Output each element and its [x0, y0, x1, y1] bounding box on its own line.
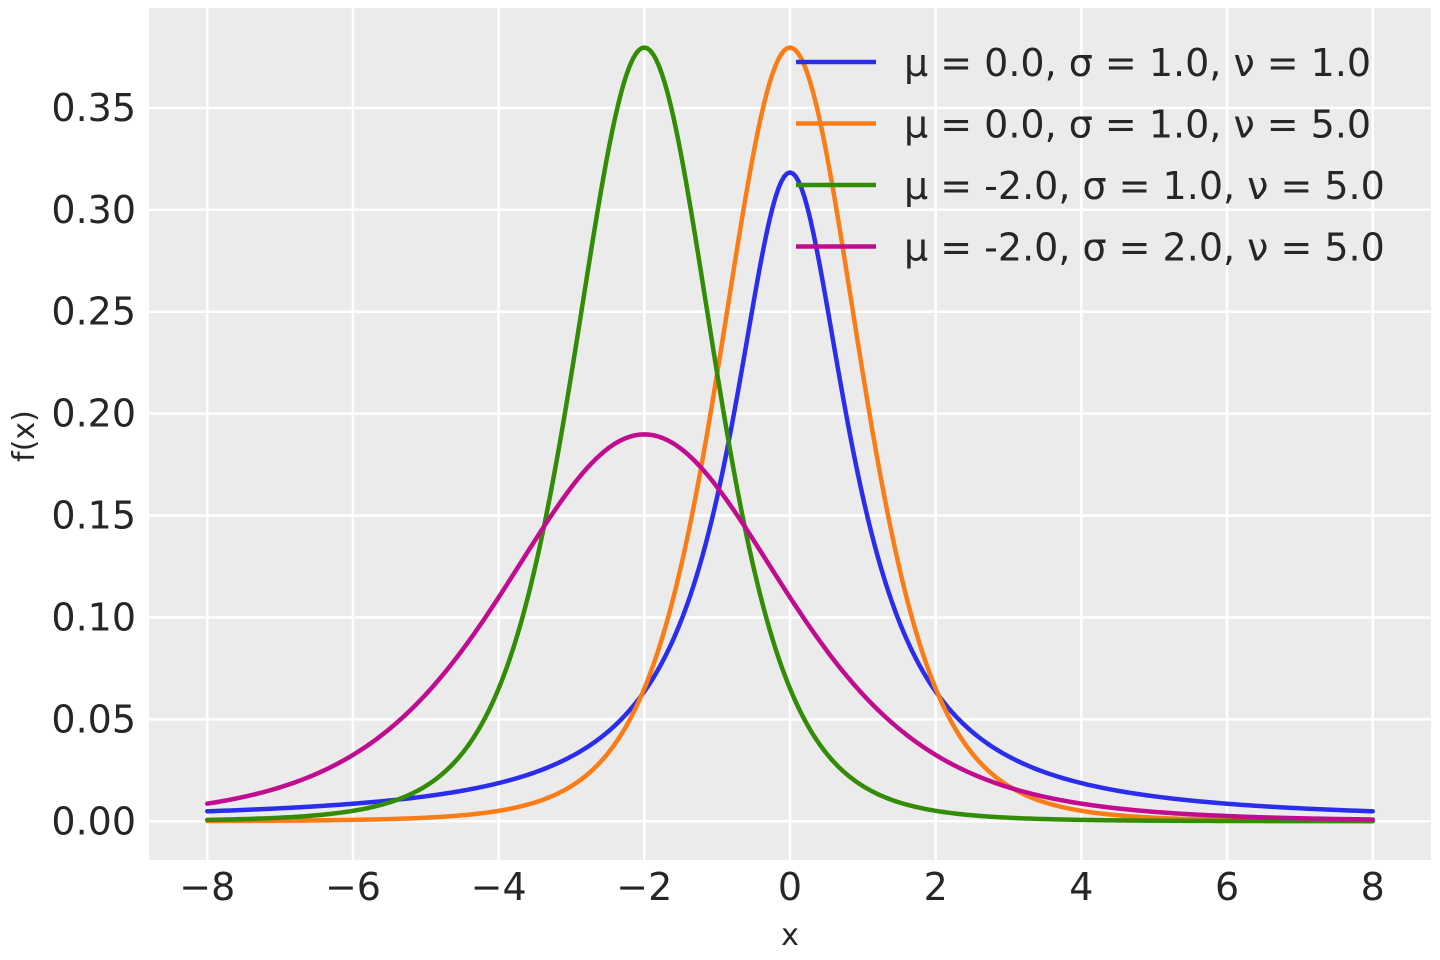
x-tick-label: −8 — [179, 865, 235, 909]
x-tick-label: −2 — [616, 865, 672, 909]
y-tick-label: 0.00 — [51, 799, 136, 843]
x-tick-label: 8 — [1361, 865, 1385, 909]
legend-label: μ = 0.0, σ = 1.0, ν = 5.0 — [904, 103, 1371, 147]
y-tick-label: 0.25 — [51, 290, 136, 334]
y-tick-label: 0.30 — [51, 188, 136, 232]
series-line-3 — [205, 45, 1375, 824]
x-tick-label: 6 — [1215, 865, 1239, 909]
series-lines — [205, 45, 1375, 824]
x-tick-label: 2 — [924, 865, 948, 909]
y-tick-label: 0.20 — [51, 392, 136, 436]
x-tick-label: 4 — [1069, 865, 1093, 909]
legend-label: μ = 0.0, σ = 1.0, ν = 1.0 — [904, 41, 1371, 85]
y-axis-ticks: 0.00 0.05 0.10 0.15 0.20 0.25 0.30 0.35 — [51, 86, 136, 843]
legend-label: μ = -2.0, σ = 1.0, ν = 5.0 — [904, 164, 1385, 208]
y-tick-label: 0.35 — [51, 86, 136, 130]
series-line-4 — [205, 432, 1375, 822]
x-axis-ticks: −8 −6 −4 −2 0 2 4 6 8 — [179, 865, 1385, 909]
y-tick-label: 0.10 — [51, 595, 136, 639]
y-axis-label: f(x) — [7, 410, 42, 462]
x-tick-label: −4 — [471, 865, 527, 909]
x-tick-label: 0 — [778, 865, 802, 909]
y-tick-label: 0.15 — [51, 494, 136, 538]
y-tick-label: 0.05 — [51, 697, 136, 741]
legend: μ = 0.0, σ = 1.0, ν = 1.0 μ = 0.0, σ = 1.… — [796, 41, 1385, 270]
x-axis-label: x — [781, 918, 799, 953]
legend-label: μ = -2.0, σ = 2.0, ν = 5.0 — [904, 226, 1385, 270]
x-tick-label: −6 — [325, 865, 381, 909]
